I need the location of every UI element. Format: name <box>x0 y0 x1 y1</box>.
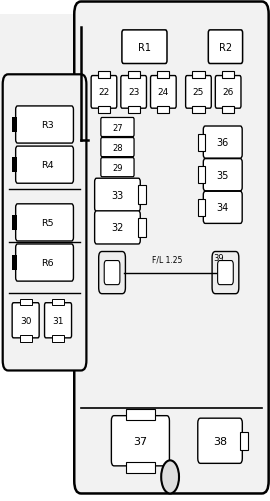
Bar <box>222 71 234 79</box>
FancyBboxPatch shape <box>203 159 242 191</box>
Bar <box>12 256 17 271</box>
FancyBboxPatch shape <box>16 204 73 241</box>
FancyBboxPatch shape <box>151 76 176 109</box>
FancyBboxPatch shape <box>104 261 120 285</box>
Text: R2: R2 <box>219 43 232 53</box>
FancyBboxPatch shape <box>94 179 140 212</box>
FancyBboxPatch shape <box>16 107 73 144</box>
FancyBboxPatch shape <box>218 261 233 285</box>
FancyBboxPatch shape <box>99 252 125 294</box>
FancyBboxPatch shape <box>112 416 170 466</box>
Bar <box>198 199 205 216</box>
Text: 35: 35 <box>217 170 229 180</box>
Text: 25: 25 <box>193 88 204 97</box>
Bar <box>0 15 86 150</box>
FancyBboxPatch shape <box>12 303 39 338</box>
FancyBboxPatch shape <box>203 127 242 159</box>
FancyBboxPatch shape <box>208 31 243 64</box>
Text: 26: 26 <box>222 88 234 97</box>
Text: 33: 33 <box>111 190 124 200</box>
FancyBboxPatch shape <box>186 76 211 109</box>
Bar <box>98 71 110 79</box>
Bar <box>157 106 170 114</box>
Bar <box>192 106 205 114</box>
FancyBboxPatch shape <box>3 75 86 371</box>
Bar <box>222 106 234 114</box>
Bar <box>198 134 205 151</box>
Text: 36: 36 <box>217 138 229 148</box>
Bar <box>198 167 205 184</box>
Bar <box>12 118 17 133</box>
FancyBboxPatch shape <box>94 211 140 244</box>
Bar <box>12 215 17 230</box>
Text: 37: 37 <box>133 436 147 446</box>
Text: F/L 1.25: F/L 1.25 <box>152 255 183 264</box>
Text: R4: R4 <box>41 161 53 170</box>
Bar <box>127 106 140 114</box>
FancyBboxPatch shape <box>45 303 72 338</box>
Text: 28: 28 <box>112 143 123 152</box>
FancyBboxPatch shape <box>101 158 134 177</box>
Text: 31: 31 <box>52 316 64 325</box>
Text: R5: R5 <box>41 218 53 227</box>
Bar <box>157 71 170 79</box>
FancyBboxPatch shape <box>198 418 242 463</box>
Text: 27: 27 <box>112 123 123 132</box>
Text: 38: 38 <box>213 436 227 446</box>
FancyBboxPatch shape <box>101 138 134 157</box>
Text: 29: 29 <box>112 163 123 172</box>
Bar <box>126 462 155 473</box>
Text: 32: 32 <box>111 223 124 233</box>
FancyBboxPatch shape <box>74 3 269 493</box>
FancyBboxPatch shape <box>16 244 73 282</box>
FancyBboxPatch shape <box>122 31 167 64</box>
Bar <box>139 186 146 205</box>
FancyBboxPatch shape <box>16 147 73 184</box>
Bar <box>139 218 146 237</box>
Text: R3: R3 <box>41 121 54 130</box>
Text: 23: 23 <box>128 88 139 97</box>
FancyBboxPatch shape <box>215 76 241 109</box>
Text: 30: 30 <box>20 316 31 325</box>
FancyBboxPatch shape <box>121 76 146 109</box>
Bar <box>52 336 64 342</box>
Text: R6: R6 <box>41 259 53 268</box>
FancyBboxPatch shape <box>91 76 117 109</box>
Text: 24: 24 <box>158 88 169 97</box>
Bar <box>240 432 248 450</box>
Text: 22: 22 <box>98 88 110 97</box>
FancyBboxPatch shape <box>212 252 239 294</box>
Text: 34: 34 <box>217 203 229 213</box>
Text: 39: 39 <box>213 254 224 263</box>
Text: R1: R1 <box>138 43 151 53</box>
Bar <box>20 336 32 342</box>
Bar <box>127 71 140 79</box>
Bar <box>20 299 32 306</box>
Bar <box>52 299 64 306</box>
FancyBboxPatch shape <box>203 192 242 224</box>
FancyBboxPatch shape <box>101 118 134 137</box>
Bar <box>192 71 205 79</box>
Circle shape <box>161 460 179 493</box>
Bar <box>98 106 110 114</box>
Bar <box>126 409 155 420</box>
Bar <box>12 158 17 173</box>
